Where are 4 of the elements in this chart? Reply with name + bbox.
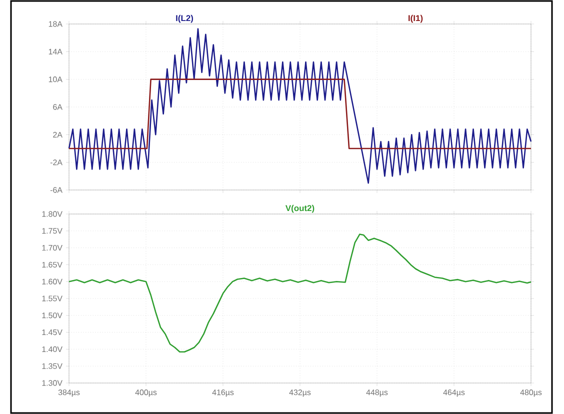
text: I(I1) — [408, 14, 423, 23]
series-label: I(L2) — [176, 14, 194, 23]
text: V(out2) — [285, 204, 314, 213]
line-series — [68, 28, 532, 184]
